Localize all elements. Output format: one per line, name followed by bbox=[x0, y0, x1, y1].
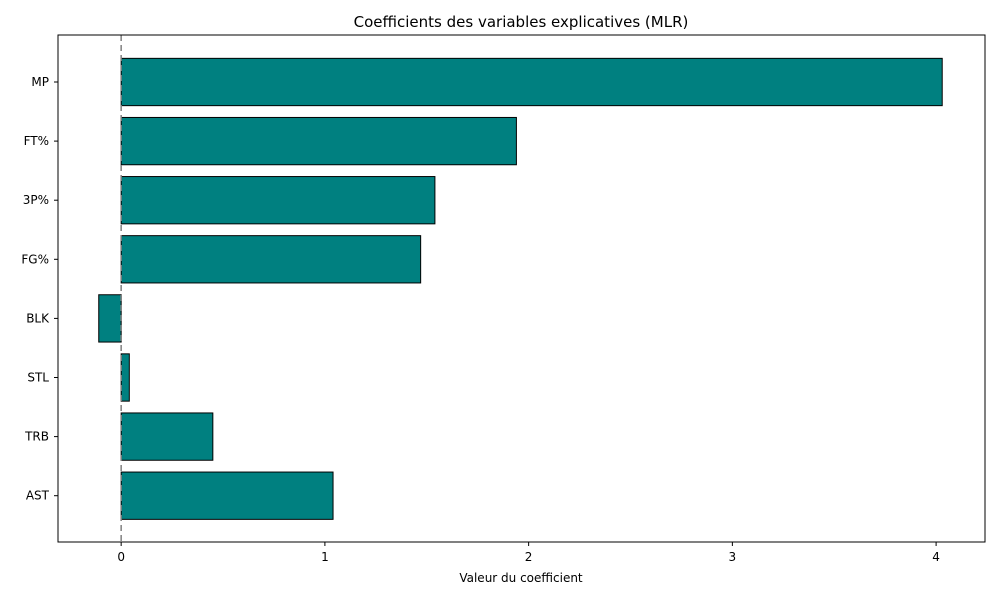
bar-3P% bbox=[120, 176, 436, 225]
y-tick-label: FT% bbox=[24, 134, 49, 148]
bar-MP bbox=[120, 57, 943, 107]
x-tick-label: 2 bbox=[525, 550, 533, 564]
y-tick-label: MP bbox=[31, 75, 49, 89]
bar-BLK bbox=[98, 294, 122, 343]
y-tick-label: AST bbox=[26, 489, 50, 503]
bar-TRB bbox=[120, 412, 214, 461]
bar-FT% bbox=[120, 116, 517, 166]
chart-title: Coefficients des variables explicatives … bbox=[354, 13, 689, 31]
x-tick-label: 4 bbox=[932, 550, 940, 564]
bars bbox=[98, 57, 943, 520]
y-tick-label: STL bbox=[27, 371, 49, 385]
y-tick-label: BLK bbox=[26, 311, 50, 325]
y-tick-label: FG% bbox=[21, 252, 49, 266]
axis-ticks: MP FT% 3P% FG% BLK STL TRB AST 0 1 2 3 4 bbox=[21, 75, 940, 564]
y-tick-label: 3P% bbox=[23, 193, 49, 207]
bar-STL bbox=[120, 353, 130, 402]
x-tick-label: 3 bbox=[729, 550, 737, 564]
plot-area-frame bbox=[57, 34, 986, 543]
x-tick-label: 1 bbox=[321, 550, 329, 564]
y-tick-label: TRB bbox=[24, 430, 49, 444]
x-axis-label: Valeur du coefficient bbox=[459, 571, 583, 585]
bar-FG% bbox=[120, 235, 422, 284]
x-tick-label: 0 bbox=[117, 550, 125, 564]
bar-AST bbox=[120, 471, 334, 520]
